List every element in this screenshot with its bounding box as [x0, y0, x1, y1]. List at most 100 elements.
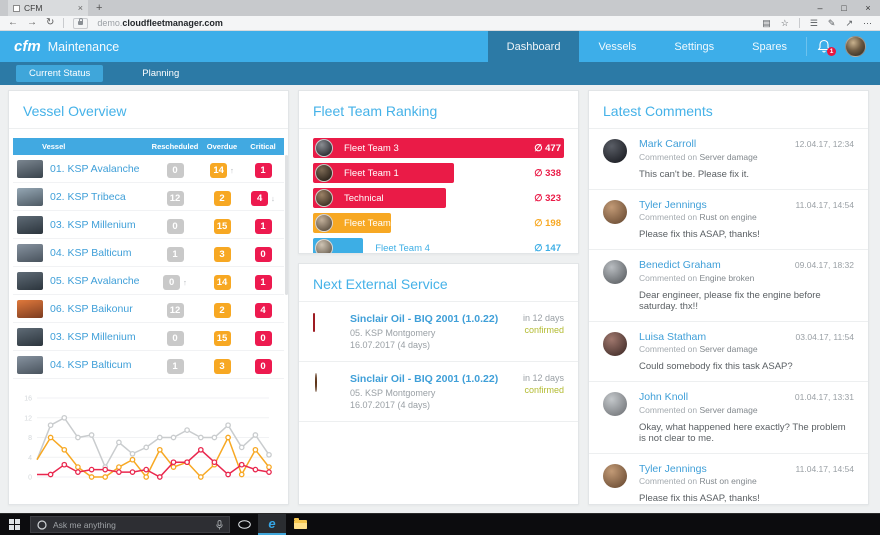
commenter-name-link[interactable]: Luisa Statham — [639, 330, 707, 343]
vessel-row[interactable]: 01. KSP Avalanche 0 14 ↑ 1 — [13, 155, 284, 183]
task-view-button[interactable] — [230, 514, 258, 535]
browser-tab[interactable]: CFM × — [8, 0, 88, 16]
comment-subject: Server damage — [699, 404, 758, 415]
comment-text: Dear engineer, please fix the engine bef… — [639, 289, 821, 312]
vessel-name-link[interactable]: 03. KSP Millenium — [50, 330, 136, 343]
search-input[interactable]: Ask me anything — [53, 519, 116, 530]
cortana-search-box[interactable]: Ask me anything — [30, 516, 230, 533]
vessel-name-link[interactable]: 06. KSP Baikonur — [50, 302, 133, 315]
commenter-name-link[interactable]: Mark Carroll — [639, 138, 697, 150]
vessel-row[interactable]: 04. KSP Balticum 1 3 0 — [13, 239, 284, 267]
ranking-row[interactable]: Fleet Team 2 ∅ 198 — [313, 213, 564, 233]
team-avatar — [315, 214, 333, 232]
comment-meta: Commented on Rust on engine — [639, 476, 854, 486]
vessel-name-link[interactable]: 05. KSP Avalanche — [50, 274, 140, 287]
ranking-row[interactable]: Technical ∅ 323 — [313, 188, 564, 208]
service-company-logo — [313, 313, 315, 332]
team-name: Technical — [344, 192, 384, 204]
external-service-list: Sinclair Oil - BIQ 2001 (1.0.22) 05. KSP… — [299, 302, 578, 422]
service-due: in 12 days — [522, 373, 564, 383]
vessel-name-link[interactable]: 03. KSP Millenium — [50, 218, 136, 231]
table-scrollbar[interactable] — [285, 155, 288, 295]
latest-comments-panel: Latest Comments Mark Carroll 12.04.17, 1… — [588, 90, 869, 505]
cortana-icon — [37, 519, 47, 530]
vessel-name-link[interactable]: 02. KSP Tribeca — [50, 190, 126, 203]
rescheduled-badge: 1 — [166, 246, 184, 262]
comment-action: Commented on — [639, 151, 698, 162]
taskbar: Ask me anything e — [0, 513, 880, 535]
vessel-thumbnail — [17, 243, 43, 262]
comment-date: 12.04.17, 12:34 — [794, 139, 854, 149]
vessel-row[interactable]: 04. KSP Balticum 1 3 0 — [13, 351, 284, 379]
ranking-row[interactable]: Fleet Team 1 ∅ 338 — [313, 163, 564, 183]
app-logo[interactable]: cfm Maintenance — [14, 38, 120, 55]
comment-subject: Engine broken — [699, 272, 755, 283]
vessel-row[interactable]: 05. KSP Avalanche 0 ↑ 14 1 — [13, 267, 284, 295]
team-name: Fleet Team 2 — [344, 217, 399, 229]
ranking-row[interactable]: Fleet Team 3 ∅ 477 — [313, 138, 564, 158]
vessel-name-link[interactable]: 01. KSP Avalanche — [50, 162, 140, 175]
notifications-bell-icon[interactable]: 1 — [817, 39, 836, 56]
tab-close-icon[interactable]: × — [77, 2, 83, 13]
commenter-name-link[interactable]: John Knoll — [639, 391, 689, 403]
browser-actions: ▤ ☆ ☰ ✎ ↗ ⋯ — [762, 18, 872, 28]
vessel-row[interactable]: 03. KSP Millenium 0 15 0 — [13, 323, 284, 351]
nav-item-settings[interactable]: Settings — [674, 40, 715, 53]
team-avatar — [315, 189, 333, 207]
hub-icon[interactable]: ☰ — [809, 17, 818, 28]
new-tab-button[interactable]: + — [96, 1, 103, 14]
minimize-button[interactable]: – — [817, 3, 823, 13]
url-text[interactable]: demo.cloudfleetmanager.com — [97, 18, 223, 28]
vessel-row[interactable]: 06. KSP Baikonur 12 2 4 — [13, 295, 284, 323]
forward-icon[interactable]: → — [27, 17, 37, 28]
overdue-badge: 15 — [213, 330, 231, 346]
svg-text:12: 12 — [24, 415, 32, 422]
comment-text: Okay, what happened here exactly? The pr… — [639, 421, 846, 444]
ranking-bar — [313, 188, 447, 208]
nav-item-spares[interactable]: Spares — [752, 40, 787, 53]
vessel-row[interactable]: 02. KSP Tribeca 12 2 4 ↓ — [13, 183, 284, 211]
more-icon[interactable]: ⋯ — [863, 17, 872, 28]
service-item: Sinclair Oil - BIQ 2001 (1.0.22) 05. KSP… — [299, 302, 578, 362]
reading-view-icon[interactable]: ▤ — [762, 17, 771, 28]
site-info-button[interactable] — [73, 17, 89, 29]
commenter-name-link[interactable]: Tyler Jennings — [639, 462, 707, 475]
close-button[interactable]: × — [865, 3, 871, 13]
comment-date: 01.04.17, 13:31 — [794, 392, 854, 402]
nav-item-vessels[interactable]: Vessels — [598, 40, 637, 53]
ranking-bar — [313, 163, 454, 183]
rescheduled-badge: 0 — [166, 162, 184, 178]
commenter-name-link[interactable]: Tyler Jennings — [639, 198, 707, 211]
file-explorer-button[interactable] — [286, 514, 314, 535]
overdue-badge: 15 — [213, 218, 231, 234]
nav-item-dashboard[interactable]: Dashboard — [487, 31, 580, 62]
microphone-icon[interactable] — [216, 519, 223, 530]
subnav-current-status[interactable]: Current Status — [16, 65, 104, 82]
service-company-logo — [315, 373, 317, 392]
favorites-star-icon[interactable]: ☆ — [780, 17, 789, 28]
web-note-icon[interactable]: ✎ — [827, 17, 836, 28]
team-avatar — [315, 164, 333, 182]
commenter-name-link[interactable]: Benedict Graham — [639, 259, 721, 271]
ranking-row[interactable]: Fleet Team 4 ∅ 147 — [313, 238, 564, 253]
maximize-button[interactable]: □ — [841, 3, 847, 13]
share-icon[interactable]: ↗ — [845, 17, 853, 28]
edge-browser-button[interactable]: e — [258, 514, 286, 535]
comment-date: 03.04.17, 11:54 — [795, 331, 854, 342]
service-title-link[interactable]: Sinclair Oil - BIQ 2001 (1.0.22) — [350, 313, 499, 325]
comment-item: Tyler Jennings 11.04.17, 14:54 Commented… — [589, 454, 868, 504]
vessel-row[interactable]: 03. KSP Millenium 0 15 1 — [13, 211, 284, 239]
overdue-badge: 3 — [213, 358, 231, 374]
start-button[interactable] — [0, 514, 28, 535]
back-icon[interactable]: ← — [8, 17, 18, 28]
col-vessel: Vessel — [42, 142, 66, 151]
vessel-name-link[interactable]: 04. KSP Balticum — [50, 358, 132, 371]
vessel-name-link[interactable]: 04. KSP Balticum — [50, 246, 132, 259]
commenter-avatar — [603, 260, 627, 284]
subnav-planning[interactable]: Planning — [142, 68, 180, 79]
comment-meta: Commented on Rust on engine — [639, 212, 854, 222]
refresh-icon[interactable]: ↻ — [46, 17, 55, 28]
user-avatar[interactable] — [845, 36, 866, 57]
service-title-link[interactable]: Sinclair Oil - BIQ 2001 (1.0.22) — [350, 373, 499, 385]
